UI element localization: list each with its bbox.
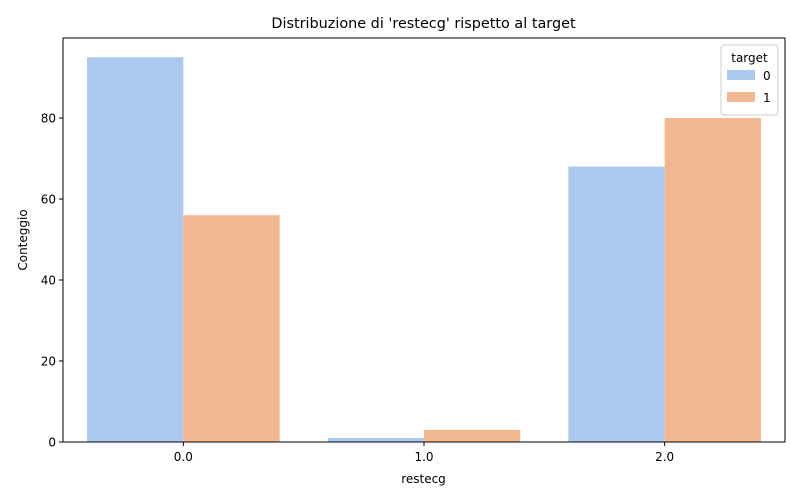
y-tick-label: 80 xyxy=(41,111,56,125)
bar-1.0-target-0 xyxy=(327,437,424,442)
y-tick-label: 0 xyxy=(48,436,56,450)
bar-0.0-target-0 xyxy=(87,57,184,442)
x-axis-label: restecg xyxy=(401,472,446,486)
legend-label-target-1: 1 xyxy=(763,91,771,105)
bar-0.0-target-1 xyxy=(183,215,280,442)
legend-swatch-target-1 xyxy=(727,92,755,102)
legend-label-target-0: 0 xyxy=(763,69,771,83)
x-tick-label: 2.0 xyxy=(655,450,674,464)
bar-1.0-target-1 xyxy=(424,429,521,442)
x-tick-label: 0.0 xyxy=(174,450,193,464)
chart-title: Distribuzione di 'restecg' rispetto al t… xyxy=(271,16,576,32)
axes-group: 0.0 1.0 2.0 0 20 40 60 80 xyxy=(41,37,786,464)
legend: target 0 1 xyxy=(720,44,779,116)
y-tick-label: 40 xyxy=(41,273,56,287)
y-axis-label: Conteggio xyxy=(16,209,30,270)
legend-title: target xyxy=(731,51,768,65)
bar-2.0-target-1 xyxy=(664,117,761,442)
x-tick-label: 1.0 xyxy=(414,450,433,464)
y-tick-label: 60 xyxy=(41,192,56,206)
bar-2.0-target-0 xyxy=(568,166,665,442)
bars-group xyxy=(87,57,761,442)
legend-swatch-target-0 xyxy=(727,70,755,80)
y-tick-label: 20 xyxy=(41,354,56,368)
